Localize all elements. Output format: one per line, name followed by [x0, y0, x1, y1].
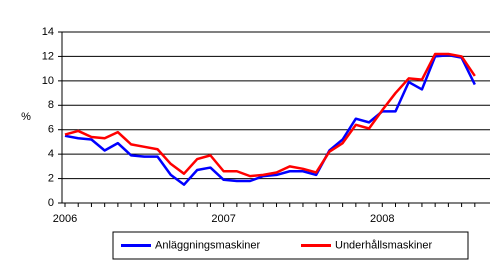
- x-tick-label: 2007: [211, 213, 235, 225]
- y-tick-label: 12: [42, 50, 54, 62]
- y-tick-label: 14: [42, 26, 54, 38]
- data-line: [64, 53, 476, 186]
- y-tick-label: 2: [48, 172, 54, 184]
- y-tick-label: 6: [48, 124, 54, 136]
- y-tick-label: 0: [48, 197, 54, 209]
- data-line: [64, 52, 476, 178]
- x-tick-label: 2006: [53, 213, 77, 225]
- y-axis-label: %: [21, 111, 31, 123]
- y-tick-label: 10: [42, 75, 54, 87]
- y-tick-label: 8: [48, 99, 54, 111]
- y-tick-label: 4: [48, 148, 54, 160]
- x-tick-label: 2008: [370, 213, 394, 225]
- legend-label: Anläggningsmaskiner: [155, 239, 261, 251]
- legend-box: [112, 231, 469, 260]
- legend-label: Underhållsmaskiner: [335, 239, 433, 251]
